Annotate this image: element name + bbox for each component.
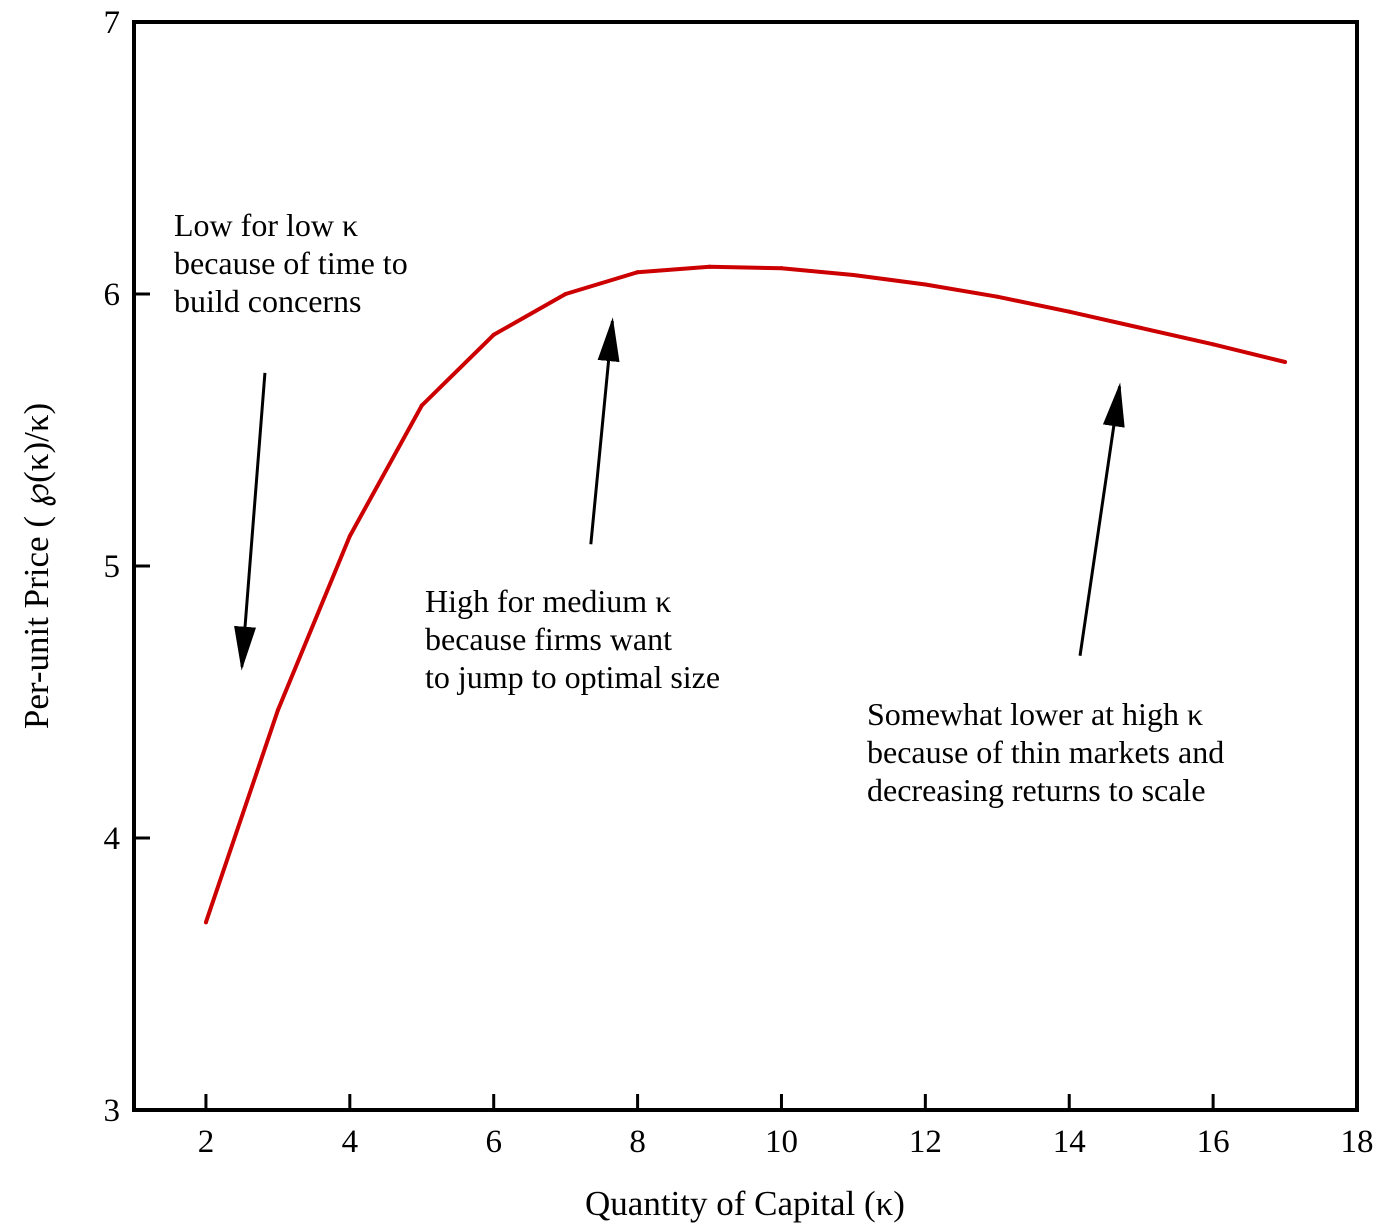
annotation-2-text: to jump to optimal size bbox=[425, 659, 720, 695]
series-point bbox=[1067, 309, 1072, 314]
series-line-0 bbox=[204, 264, 1286, 923]
y-tick-label: 4 bbox=[104, 821, 121, 857]
series-point bbox=[779, 266, 784, 271]
series-point bbox=[635, 270, 640, 275]
series-point bbox=[995, 294, 1000, 299]
annotation-3-text: Somewhat lower at high κ bbox=[867, 696, 1203, 732]
annotation-3-arrow bbox=[1078, 382, 1125, 656]
annotation-1-text: build concerns bbox=[174, 283, 362, 319]
x-axis-ticks: 2 4 6 8 10 12 14 16 18 bbox=[198, 1094, 1374, 1160]
y-tick-label: 7 bbox=[104, 5, 121, 41]
y-tick-label: 3 bbox=[104, 1093, 121, 1129]
x-tick-label: 14 bbox=[1053, 1124, 1086, 1160]
series-point bbox=[1211, 342, 1216, 347]
y-tick-label: 5 bbox=[104, 549, 121, 585]
series-point bbox=[203, 920, 208, 925]
annotation-1-arrow bbox=[234, 372, 267, 671]
series-point bbox=[1283, 360, 1288, 364]
x-tick-label: 18 bbox=[1341, 1124, 1374, 1160]
x-tick-label: 8 bbox=[629, 1124, 646, 1160]
annotation-2-text: because firms want bbox=[425, 621, 672, 657]
series-point bbox=[491, 332, 496, 337]
x-tick-label: 2 bbox=[198, 1124, 215, 1160]
x-tick-label: 6 bbox=[485, 1124, 502, 1160]
annotation-2-arrow bbox=[589, 317, 620, 545]
x-tick-label: 10 bbox=[765, 1124, 798, 1160]
x-axis-label: Quantity of Capital (κ) bbox=[585, 1184, 905, 1223]
series-point bbox=[851, 272, 856, 277]
annotation-1-text: Low for low κ bbox=[174, 207, 358, 243]
plot-frame bbox=[132, 20, 1359, 1112]
annotation-2-text: High for medium κ bbox=[425, 583, 671, 619]
x-tick-label: 16 bbox=[1197, 1124, 1230, 1160]
series-point bbox=[347, 534, 352, 539]
x-tick-label: 4 bbox=[342, 1124, 359, 1160]
series-point bbox=[923, 282, 928, 287]
annotation-3-text: because of thin markets and bbox=[867, 734, 1224, 770]
annotation-3-text: decreasing returns to scale bbox=[867, 772, 1206, 808]
y-axis-label: Per-unit Price ( ℘(κ)/κ) bbox=[17, 403, 56, 729]
series-point bbox=[563, 292, 568, 296]
series-point bbox=[1139, 326, 1144, 330]
series-point bbox=[419, 403, 424, 408]
y-tick-label: 6 bbox=[104, 277, 121, 313]
series-point bbox=[275, 708, 280, 713]
annotation-1-text: because of time to bbox=[174, 245, 408, 281]
x-tick-label: 12 bbox=[909, 1124, 942, 1160]
y-axis-ticks: 3 4 5 6 7 bbox=[104, 5, 150, 1129]
series-point bbox=[707, 264, 712, 269]
series-layer bbox=[203, 264, 1288, 925]
